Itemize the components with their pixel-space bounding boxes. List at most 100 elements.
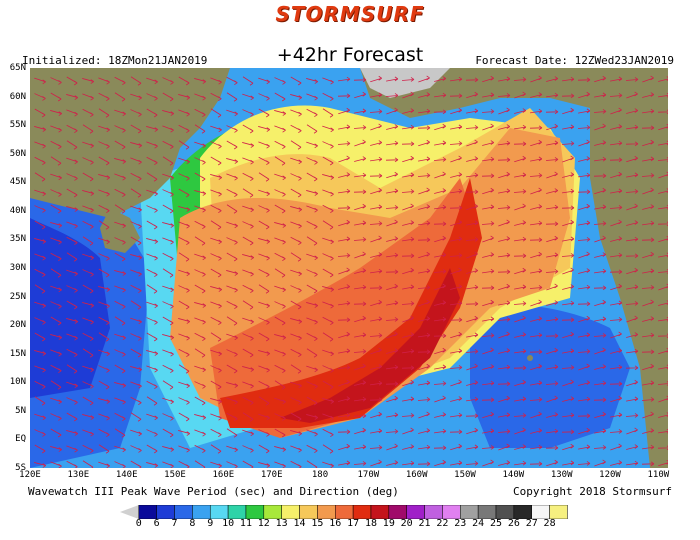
colorbar-low-arrow	[120, 505, 139, 519]
direction-arrow	[562, 412, 575, 418]
direction-arrow	[354, 363, 366, 371]
direction-arrow	[274, 77, 286, 85]
direction-arrow	[258, 108, 270, 118]
direction-arrow	[545, 157, 559, 162]
direction-arrow	[210, 316, 222, 326]
direction-arrow	[98, 461, 110, 468]
direction-arrow	[418, 108, 431, 114]
direction-arrow	[418, 380, 431, 386]
direction-arrow	[210, 380, 222, 390]
direction-arrow	[98, 286, 111, 292]
direction-arrow	[306, 396, 318, 406]
direction-arrow	[338, 124, 351, 130]
direction-arrow	[514, 348, 527, 354]
direction-arrow	[194, 365, 206, 373]
direction-arrow	[498, 412, 511, 418]
direction-arrow	[82, 284, 94, 294]
direction-arrow	[402, 267, 414, 275]
direction-arrow	[498, 348, 511, 354]
lon-label: 140E	[115, 470, 138, 480]
direction-arrow	[226, 333, 238, 341]
direction-arrow	[274, 252, 286, 262]
direction-arrow	[82, 141, 94, 149]
direction-arrow	[146, 156, 158, 166]
direction-arrow	[353, 237, 367, 242]
direction-arrow	[386, 171, 398, 179]
direction-arrow	[50, 316, 62, 326]
direction-arrow	[610, 364, 623, 370]
direction-arrow	[418, 204, 431, 210]
direction-arrow	[242, 172, 254, 182]
direction-arrow	[50, 334, 63, 340]
direction-arrow	[546, 459, 558, 467]
direction-arrow	[210, 156, 222, 166]
direction-arrow	[194, 236, 206, 246]
direction-arrow	[417, 285, 431, 290]
direction-arrow	[242, 188, 254, 198]
direction-arrow	[546, 428, 559, 434]
direction-arrow	[594, 75, 606, 83]
chart-caption: Wavewatch III Peak Wave Period (sec) and…	[28, 485, 399, 498]
direction-arrow	[274, 189, 286, 197]
direction-arrow	[658, 140, 668, 146]
direction-arrow	[290, 236, 302, 246]
direction-arrow	[498, 252, 511, 258]
direction-arrow	[369, 285, 383, 291]
direction-arrow	[594, 428, 607, 434]
direction-arrow	[290, 94, 303, 100]
direction-arrow	[385, 269, 399, 275]
direction-arrow	[594, 123, 606, 131]
direction-arrow	[418, 428, 431, 434]
direction-arrow	[561, 141, 575, 146]
direction-arrow	[514, 284, 527, 290]
direction-arrow	[66, 109, 78, 117]
direction-arrow	[82, 460, 94, 468]
direction-arrow	[353, 413, 367, 419]
direction-arrow	[114, 397, 126, 405]
direction-arrow	[466, 284, 479, 290]
direction-arrow	[594, 316, 607, 322]
direction-arrow	[498, 364, 511, 370]
direction-arrow	[34, 268, 46, 278]
direction-arrow	[578, 203, 590, 211]
direction-arrow	[290, 364, 302, 374]
direction-arrow	[226, 158, 239, 164]
direction-arrow	[641, 461, 655, 467]
direction-arrow	[385, 93, 399, 98]
direction-arrow	[594, 204, 607, 210]
direction-arrow	[546, 92, 559, 98]
direction-arrow	[641, 349, 655, 355]
direction-arrow	[594, 140, 607, 146]
direction-arrow	[562, 124, 575, 130]
direction-arrow	[497, 93, 511, 98]
direction-arrow	[178, 445, 190, 453]
direction-arrow	[562, 443, 574, 451]
direction-arrow	[98, 428, 110, 438]
direction-arrow	[306, 220, 318, 230]
direction-arrow	[82, 205, 94, 213]
direction-arrow	[530, 363, 542, 371]
direction-arrow	[370, 92, 383, 98]
direction-arrow	[434, 412, 447, 418]
direction-arrow	[386, 460, 399, 466]
direction-arrow	[354, 156, 367, 162]
direction-arrow	[353, 349, 367, 354]
direction-arrow	[50, 125, 62, 133]
direction-arrow	[386, 395, 398, 403]
direction-arrow	[66, 364, 78, 374]
direction-arrow	[290, 173, 302, 181]
direction-arrow	[434, 76, 447, 82]
direction-arrow	[114, 204, 126, 214]
colorbar-swatch	[406, 505, 425, 519]
direction-arrow	[465, 301, 479, 307]
direction-arrow	[274, 397, 286, 405]
direction-arrow	[162, 285, 174, 293]
direction-arrow	[258, 350, 271, 356]
direction-arrow	[466, 396, 479, 402]
colorbar-tick: 21	[418, 518, 431, 529]
direction-arrow	[226, 237, 238, 245]
direction-arrow	[561, 93, 575, 99]
direction-arrow	[226, 412, 238, 422]
direction-arrow	[610, 283, 622, 291]
direction-arrow	[514, 155, 526, 163]
